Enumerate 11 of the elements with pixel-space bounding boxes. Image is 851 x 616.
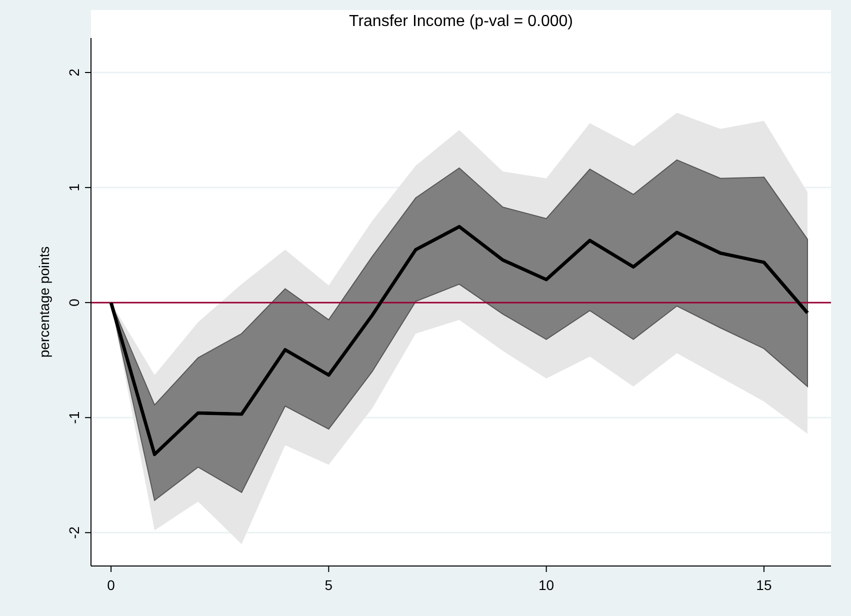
x-tick-label: 10 [538, 577, 554, 593]
x-tick-label: 5 [324, 577, 333, 593]
chart-title: Transfer Income (p-val = 0.000) [349, 13, 573, 30]
y-axis-title: percentage points [36, 246, 52, 358]
x-tick-label: 0 [107, 577, 116, 593]
y-tick-label: 0 [66, 298, 82, 306]
x-tick-label: 15 [756, 577, 772, 593]
y-tick-label: 2 [66, 68, 82, 76]
y-tick-label: -1 [66, 411, 82, 424]
y-tick-label: -2 [66, 526, 82, 539]
y-tick-label: 1 [66, 183, 82, 192]
